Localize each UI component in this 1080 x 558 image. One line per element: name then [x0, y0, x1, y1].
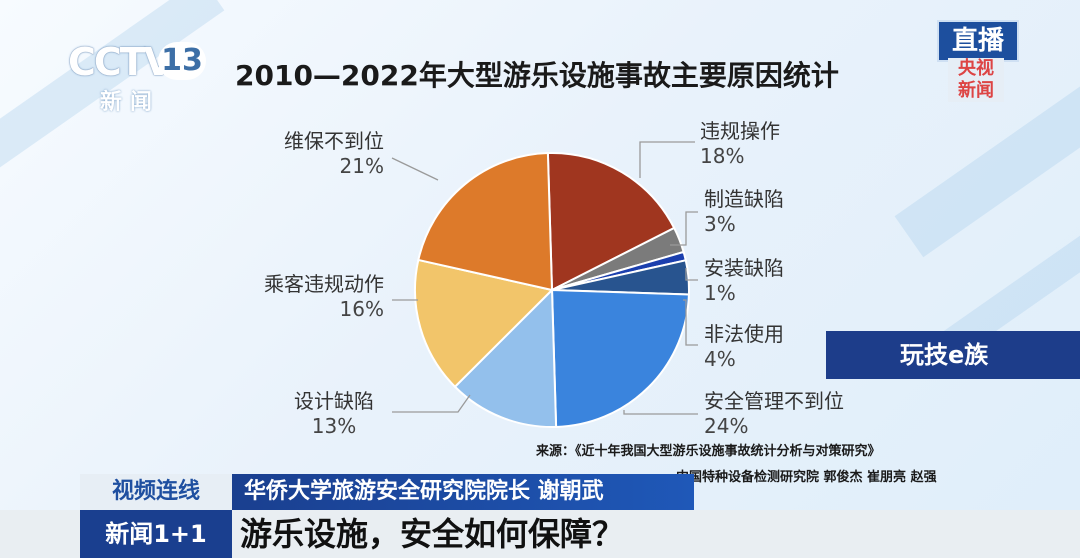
source-authors: 中国特种设备检测研究院 郭俊杰 崔朋亮 赵强 [676, 470, 937, 485]
lower-third-top: 视频连线 华侨大学旅游安全研究院院长 谢朝武 [0, 474, 1080, 510]
leader-line-7 [391, 157, 439, 181]
label-sheji: 设计缺陷 13% [294, 389, 374, 438]
program-tag: 玩技e族 [826, 331, 1080, 379]
leader-line-4 [623, 410, 698, 415]
leader-line-0 [639, 141, 695, 178]
pie-slice-6 [414, 258, 554, 389]
pie-slice-7 [417, 152, 554, 292]
lower-third-bottom: 新闻1+1 游乐设施，安全如何保障？ [0, 510, 1080, 558]
label-weigui: 违规操作 18% [700, 119, 780, 168]
label-zhizao: 制造缺陷 3% [704, 187, 784, 236]
label-anzhuang: 安装缺陷 1% [704, 256, 784, 305]
speaker-label: 华侨大学旅游安全研究院院长 谢朝武 [232, 474, 694, 510]
leader-line-3 [683, 299, 698, 346]
leader-line-1 [670, 211, 698, 246]
channel-logo: CCTV [68, 40, 173, 84]
live-badge-sub: 央视 新闻 [948, 58, 1004, 102]
pie-slice-5 [453, 287, 558, 428]
chart-title: 2010—2022年大型游乐设施事故主要原因统计 [235, 59, 839, 92]
headline: 游乐设施，安全如何保障？ [240, 515, 625, 553]
pie-slice-4 [550, 288, 690, 428]
label-anquan: 安全管理不到位 24% [704, 389, 844, 438]
channel-sub: 新闻 [100, 90, 161, 115]
leader-line-5 [392, 394, 471, 413]
live-badge: 直播 [937, 20, 1019, 62]
program-logo: 新闻1+1 [80, 510, 232, 558]
segment-label: 视频连线 [80, 474, 232, 510]
leader-line-2 [685, 268, 698, 281]
pie-slice-0 [546, 152, 676, 292]
label-weibao: 维保不到位 21% [284, 129, 384, 178]
channel-number: 13 [158, 42, 206, 80]
source-line: 来源：《近十年我国大型游乐设施事故统计分析与对策研究》 [536, 444, 881, 459]
label-chengke: 乘客违规动作 16% [264, 272, 384, 321]
label-feifa: 非法使用 4% [704, 322, 784, 371]
